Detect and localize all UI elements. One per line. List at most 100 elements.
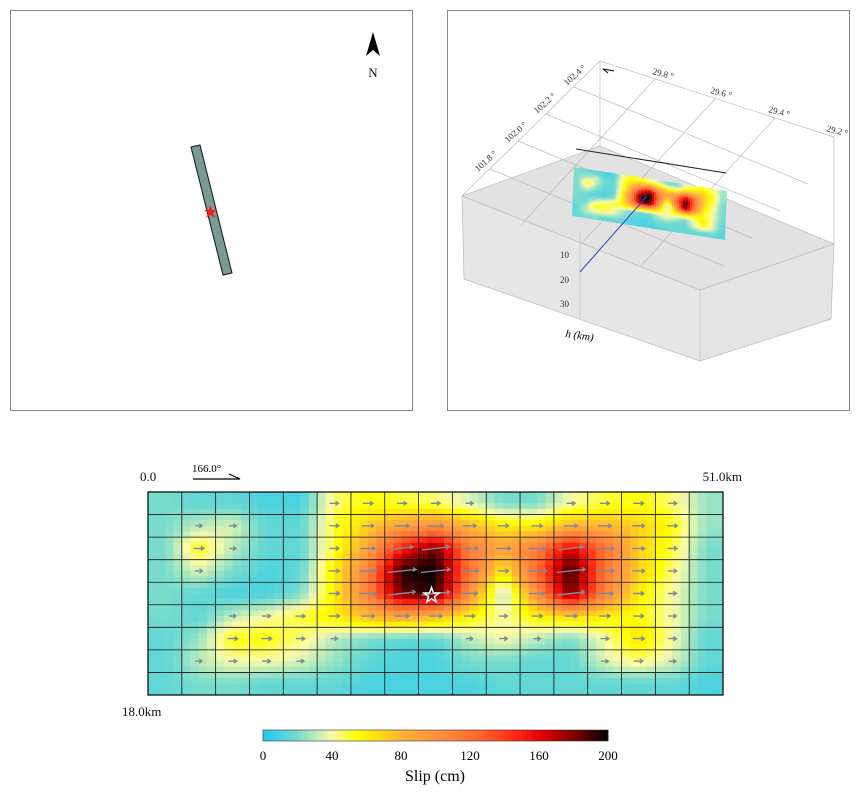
north-arrow-3d-icon [602,68,615,74]
rake-arrow [632,568,646,574]
strike-arrow-icon [193,473,241,480]
rake-arrow [495,545,512,551]
rake-arrow [361,613,376,619]
colorbar-swatch [590,730,596,741]
rake-arrow [667,500,678,506]
colorbar-swatch [280,730,285,741]
colorbar-frame [262,729,609,742]
rake-arrow [633,613,645,619]
rake-arrow [632,636,646,642]
colorbar-swatch [340,730,346,741]
rake-arrow [633,590,646,597]
colorbar-tick: 120 [460,748,480,763]
colorbar-swatch [353,730,359,741]
box-front-face [462,196,700,361]
box-side-face [700,244,834,361]
rake-arrow [633,500,645,506]
rake-arrow [528,590,547,597]
rake-arrow [528,545,547,551]
colorbar-swatch [293,730,298,741]
rake-arrow [329,523,341,529]
colorbar-swatch [370,730,376,741]
rake-arrow [390,544,415,551]
colorbar-swatch [375,730,380,741]
rake-arrow [428,613,444,619]
colorbar-swatch [573,730,579,741]
rake-arrow [262,613,272,619]
rake-arrow [195,658,204,664]
colorbar-swatch [504,730,510,741]
colorbar-swatch [491,730,497,741]
colorbar-swatch [362,730,367,741]
rake-arrow [328,613,341,619]
subfault-grid [148,492,723,695]
colorbar-swatch [599,730,605,741]
colorbar-swatch [526,730,531,741]
slip-frame [147,491,724,696]
rake-arrow [595,545,616,551]
rake-arrow [296,658,306,664]
rake-arrow [667,568,678,574]
colorbar-swatch [392,730,398,741]
rake-arrows [193,500,679,664]
rake-arrow [431,500,442,506]
colorbar-swatch [482,730,488,741]
rake-arrow [228,523,238,529]
rake-arrow [227,636,239,642]
view3d-panel: 101.8 ° 102.0 ° 102.2 ° 102.4 ° 29.8 ° 2… [447,10,850,411]
rake-arrow [668,658,678,664]
rake-arrow [362,500,375,506]
colorbar-swatch [327,730,333,741]
rake-arrow [595,590,615,597]
colorbar-tick: 80 [395,748,408,763]
rake-arrow [599,500,611,506]
colorbar-swatch [288,730,294,741]
rake-arrow [668,590,678,597]
colorbar-swatch [344,730,350,741]
colorbar-swatch [284,730,290,741]
rake-arrow [360,545,377,551]
rake-arrow [527,568,548,574]
rake-arrow [228,658,238,664]
colorbar-swatch [560,730,566,741]
colorbar-swatch [422,730,428,741]
colorbar-swatch [530,730,536,741]
colorbar-swatch [401,730,406,741]
colorbar-swatch [487,730,492,741]
colorbar-swatch [495,730,501,741]
rake-arrow [597,523,613,529]
strike-label: 166.0° [192,463,221,475]
rake-arrow [460,545,480,551]
rake-arrow [329,545,341,551]
rake-arrow [295,636,306,642]
rake-arrow [497,568,510,574]
colorbar-swatch [405,730,411,741]
map-panel: N [10,10,413,411]
rake-arrow [667,545,679,551]
colorbar-swatch [263,730,268,741]
colorbar-swatch [431,730,436,741]
colorbar-tick: 160 [529,748,549,763]
rake-arrow [558,544,585,551]
colorbar-label: Slip (cm) [405,768,465,785]
colorbar-swatch [349,730,354,741]
hypocenter-star-icon [421,585,442,604]
north-arrow-icon [366,32,380,56]
rake-arrow [261,636,273,642]
colorbar-swatch [569,730,574,741]
rake-arrow [632,523,646,529]
colorbar-swatch [435,730,441,741]
surface-trace [575,148,727,174]
rake-arrow [557,589,586,596]
rake-arrow [632,545,646,551]
rake-arrow [396,500,408,506]
colorbar-swatch [534,730,540,741]
colorbar-swatch [457,730,462,741]
rake-arrow [465,500,475,506]
colorbar-swatch [474,730,480,741]
rake-arrow [556,566,587,574]
rake-arrow [359,590,378,597]
colorbar-swatch [379,730,385,741]
colorbar-swatch [470,730,475,741]
colorbar-swatch [543,730,549,741]
